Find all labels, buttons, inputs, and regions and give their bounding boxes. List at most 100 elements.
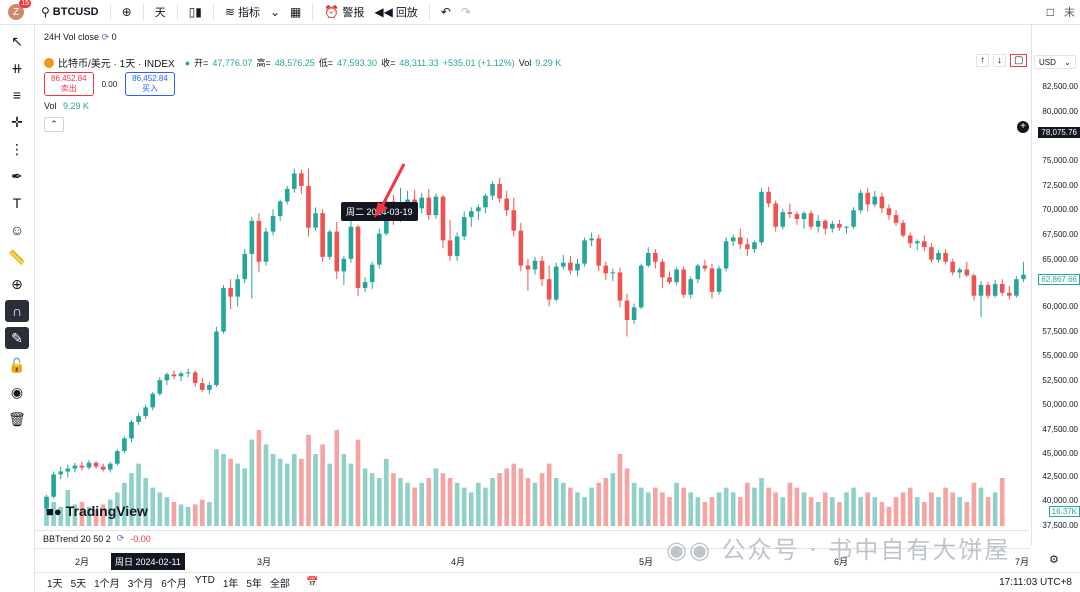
candle [320, 209, 325, 262]
wechat-icon: ◉◉ [666, 536, 712, 564]
icon-tool-button[interactable]: ☺ [5, 219, 29, 241]
volume-bar [539, 473, 545, 526]
volume-bar [808, 497, 814, 526]
legend-24h-vol: 24H Vol close ⟳ 0 [44, 32, 117, 43]
maximize-pane-button[interactable]: ▢ [1010, 54, 1028, 67]
volume-bar [582, 497, 587, 526]
layout-name[interactable]: 末 [1064, 7, 1075, 19]
volume-bar [638, 487, 644, 526]
volume-bar [787, 482, 793, 526]
search-icon: ⚲ [41, 5, 50, 19]
candle [299, 169, 304, 194]
candle [426, 188, 432, 220]
ruler-tool-button[interactable]: 📏 [5, 246, 29, 268]
chart-type-button[interactable]: ▯▮ [184, 5, 207, 19]
indicator-pane[interactable]: BBTrend 20 50 2 ⟳ -0.00 [35, 530, 1030, 546]
candle [58, 466, 63, 480]
candle [702, 259, 708, 272]
legend-title[interactable]: 比特币/美元 · 1天 · INDEX [58, 59, 175, 70]
redo-button[interactable]: ↷ [456, 5, 476, 19]
cursor-tool-button[interactable]: ↖ [5, 30, 29, 52]
tradingview-logo[interactable]: ■● TradingView [46, 503, 148, 519]
interval-button[interactable]: 天 [154, 7, 166, 19]
tv-logo-text: TradingView [65, 503, 148, 519]
candle [865, 187, 871, 212]
range-button[interactable]: 5天 [70, 579, 87, 590]
delete-button[interactable]: 🗑 [5, 408, 29, 430]
user-avatar[interactable]: Z 15 [8, 0, 31, 20]
range-button[interactable]: 6个月 [161, 579, 187, 590]
candle [830, 220, 835, 233]
indicators-dropdown[interactable]: ⌄ [265, 5, 285, 19]
price-tick-label: 42,500.00 [1042, 472, 1078, 481]
volume-bar [256, 430, 262, 526]
currency-select[interactable]: USD ⌄ [1034, 55, 1076, 69]
candle [433, 193, 439, 219]
candle [999, 279, 1005, 296]
alert-button[interactable]: ⏰ 警报 [319, 4, 369, 20]
undo-button[interactable]: ↶ [436, 5, 456, 19]
candlestick-chart[interactable] [35, 25, 1030, 530]
range-button[interactable]: YTD [194, 575, 215, 586]
volume-bar [865, 492, 871, 526]
range-button[interactable]: 全部 [269, 579, 290, 590]
settings-cycle-icon[interactable]: ⟳ [116, 533, 125, 543]
date-range-button[interactable]: 📅 [306, 577, 318, 588]
candle [164, 372, 170, 386]
move-up-button[interactable]: ↑ [976, 54, 989, 67]
indicators-button[interactable]: ≋ 指标 [220, 4, 265, 20]
magnet-button[interactable]: ∩ [5, 300, 29, 322]
range-button[interactable]: 3个月 [127, 579, 154, 590]
fib-tool-button[interactable]: ≡ [5, 84, 29, 106]
indicators-icon: ≋ [224, 5, 235, 19]
stay-drawing-button[interactable]: ✎ [5, 327, 29, 349]
volume-bar [815, 502, 821, 526]
low-value: 47,593.30 [337, 57, 378, 68]
axis-settings-button[interactable]: ⚙ [1049, 553, 1059, 566]
range-button[interactable]: 1年 [222, 579, 239, 590]
clock-label[interactable]: 17:11:03 UTC+8 [999, 577, 1072, 588]
price-tick-label: 60,000.00 [1042, 302, 1078, 311]
candle [723, 237, 729, 272]
candle [737, 228, 743, 250]
time-axis[interactable]: 2月 3月 4月 5月 6月 7月 周日 2024-02-11 [35, 548, 1030, 570]
collapse-legend-button[interactable]: ⌃ [44, 117, 64, 132]
chart-pane[interactable] [35, 25, 1030, 530]
candle [957, 267, 963, 279]
brush-icon: ✒ [11, 167, 23, 184]
text-tool-button[interactable]: T [5, 192, 29, 214]
range-button[interactable]: 5年 [246, 579, 262, 590]
sell-button[interactable]: 86,452.84 卖出 [44, 72, 94, 96]
candle [886, 204, 892, 220]
brush-tool-button[interactable]: ✒ [5, 165, 29, 187]
bottom-toolbar: 1天 5天 1个月 3个月 6个月 YTD 1年 5年 全部 📅 17:11:03 UTC+8 [35, 572, 1080, 592]
volume-bar [801, 492, 807, 526]
pattern-tool-button[interactable]: ✛ [5, 111, 29, 133]
candle [815, 215, 821, 233]
volume-bar [667, 497, 672, 526]
range-button[interactable]: 1天 [47, 579, 63, 590]
price-axis[interactable]: USD ⌄ 82,500.00 80,000.00 78,075.76 75,000.… [1031, 25, 1080, 545]
zoom-tool-button[interactable]: ⊕ [5, 273, 29, 295]
fib-icon: ≡ [12, 87, 22, 103]
compare-symbol-button[interactable]: ⊕ [117, 5, 137, 19]
layout-button[interactable]: ▦ [285, 5, 306, 19]
settings-cycle-icon[interactable]: ⟳ [101, 32, 110, 42]
volume-bar [851, 487, 856, 526]
buy-button[interactable]: 86,452.84 买入 [125, 72, 175, 96]
prediction-tool-button[interactable]: ⋮ [5, 138, 29, 160]
trendline-tool-button[interactable]: ⧺ [5, 57, 29, 79]
hide-button[interactable]: ◉ [5, 381, 29, 403]
indicator-value: -0.00 [130, 533, 151, 544]
add-alert-icon[interactable]: + [1017, 121, 1029, 133]
range-button[interactable]: 1个月 [94, 579, 120, 590]
indicator-name[interactable]: BBTrend 20 50 2 [43, 533, 111, 544]
pane-controls: ↑ ↓ ▢ [976, 54, 1028, 67]
candle [362, 277, 368, 292]
lock-button[interactable]: 🔓 [5, 354, 29, 376]
move-down-button[interactable]: ↓ [993, 54, 1006, 67]
symbol-search-button[interactable]: ⚲ BTCUSD [36, 5, 104, 19]
maximize-button[interactable]: □ [1042, 5, 1059, 19]
volume-bar [589, 487, 594, 526]
replay-button[interactable]: ◀◀ 回放 [369, 4, 422, 20]
